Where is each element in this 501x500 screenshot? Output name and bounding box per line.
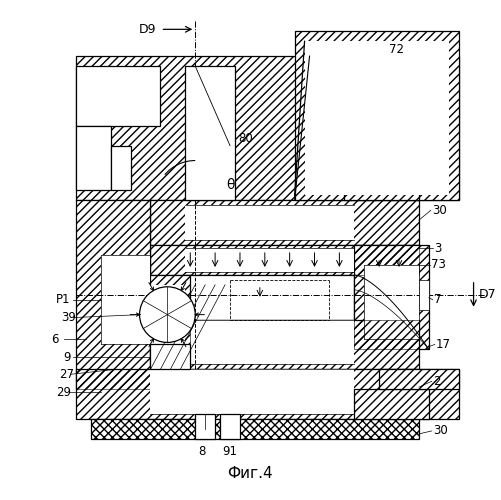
Polygon shape	[354, 389, 429, 419]
Text: 72: 72	[389, 42, 404, 56]
Text: 30: 30	[432, 204, 446, 216]
Text: 7: 7	[434, 293, 441, 306]
Text: 91: 91	[222, 446, 237, 458]
Text: 29: 29	[56, 386, 71, 398]
Text: 2: 2	[433, 374, 440, 388]
Polygon shape	[185, 275, 354, 320]
Text: 30: 30	[433, 424, 447, 438]
Text: 8: 8	[198, 446, 205, 458]
Polygon shape	[220, 414, 240, 439]
Text: 27: 27	[59, 368, 74, 381]
Polygon shape	[185, 66, 235, 200]
Polygon shape	[354, 245, 429, 350]
Circle shape	[140, 287, 195, 343]
Polygon shape	[76, 66, 160, 126]
Polygon shape	[150, 245, 419, 275]
Polygon shape	[76, 200, 150, 389]
Polygon shape	[150, 320, 419, 370]
Text: 17: 17	[436, 338, 451, 351]
Polygon shape	[150, 370, 354, 414]
Text: 39: 39	[61, 311, 76, 324]
Text: 6: 6	[51, 333, 59, 346]
Text: 80: 80	[238, 132, 253, 145]
Polygon shape	[185, 248, 354, 272]
Text: D7: D7	[478, 288, 496, 301]
Polygon shape	[150, 275, 190, 359]
Polygon shape	[91, 419, 419, 439]
Text: 3: 3	[434, 242, 441, 254]
Polygon shape	[185, 206, 354, 240]
Polygon shape	[305, 41, 449, 196]
Text: D9: D9	[139, 23, 156, 36]
Text: θ: θ	[226, 178, 234, 192]
Polygon shape	[419, 280, 429, 310]
Polygon shape	[379, 370, 458, 389]
Text: 73: 73	[431, 258, 446, 272]
Polygon shape	[195, 414, 215, 439]
Polygon shape	[364, 265, 419, 340]
Polygon shape	[76, 370, 458, 419]
Text: 9: 9	[63, 351, 71, 364]
Polygon shape	[150, 285, 185, 350]
Polygon shape	[76, 56, 458, 201]
Polygon shape	[76, 126, 111, 190]
Polygon shape	[150, 200, 419, 245]
Polygon shape	[344, 160, 419, 200]
Text: Фиг.4: Фиг.4	[227, 466, 273, 481]
Polygon shape	[185, 320, 354, 364]
Polygon shape	[150, 344, 190, 370]
Polygon shape	[101, 255, 150, 344]
Polygon shape	[295, 32, 458, 200]
Polygon shape	[111, 146, 131, 190]
Text: P1: P1	[56, 293, 71, 306]
